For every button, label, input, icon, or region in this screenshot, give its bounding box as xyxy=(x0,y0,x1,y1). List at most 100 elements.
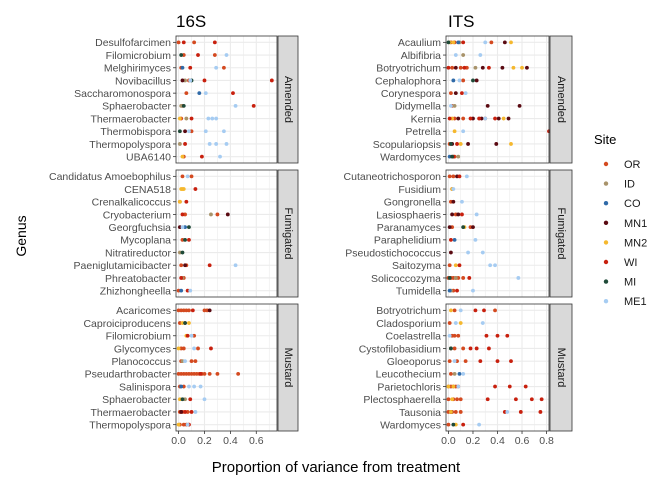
point-wi xyxy=(523,384,528,389)
point-me1 xyxy=(210,116,215,121)
point-wi xyxy=(477,116,482,121)
point-or xyxy=(181,346,186,351)
panel-16S-amended: DesulfofarcimenFilomicrobiumMelghirimyce… xyxy=(74,35,299,164)
point-wi xyxy=(187,237,191,242)
y-tick-label: Fusidium xyxy=(398,184,441,196)
facet-strip xyxy=(277,35,299,164)
point-or xyxy=(449,91,453,96)
point-me1 xyxy=(505,410,510,414)
facet-strip xyxy=(549,303,573,432)
point-me1 xyxy=(188,288,193,293)
point-mn1 xyxy=(525,65,529,70)
point-id xyxy=(461,53,466,57)
point-wi xyxy=(513,397,518,402)
y-tick-label: Wardomyces xyxy=(380,151,441,163)
point-me1 xyxy=(516,276,521,280)
point-me1 xyxy=(218,154,222,159)
point-wi xyxy=(199,154,204,159)
y-tick-label: Scopulariopsis xyxy=(373,139,441,151)
y-tick-label: Nitratireductor xyxy=(105,247,171,259)
point-wi xyxy=(485,397,490,402)
y-tick-label: Paranamyces xyxy=(377,222,441,234)
point-or xyxy=(215,212,220,217)
point-or xyxy=(236,371,241,376)
legend-title: Site xyxy=(594,132,616,147)
point-wi xyxy=(455,288,459,293)
point-or xyxy=(184,91,189,96)
y-tick-label: Botryotrichum xyxy=(376,305,441,317)
point-co xyxy=(179,384,184,389)
point-me1 xyxy=(474,212,479,217)
point-wi xyxy=(196,53,200,57)
y-tick-label: Didymella xyxy=(395,101,441,113)
point-wi xyxy=(468,116,473,121)
y-tick-label: Melghirimyces xyxy=(104,63,171,75)
point-mi xyxy=(181,103,186,108)
point-wi xyxy=(495,359,500,364)
panel-background xyxy=(176,36,277,163)
point-wi xyxy=(495,333,500,338)
point-me1 xyxy=(185,174,190,179)
point-mn2 xyxy=(176,422,181,427)
point-or xyxy=(189,359,194,364)
point-me1 xyxy=(449,103,453,108)
point-me1 xyxy=(233,263,238,268)
point-mn1 xyxy=(496,116,501,121)
point-id xyxy=(473,65,478,70)
legend-key-or xyxy=(603,161,609,167)
point-mi xyxy=(180,250,185,255)
x-tick-label: 0.4 xyxy=(490,435,505,447)
point-wi xyxy=(487,65,491,70)
legend-label-id: ID xyxy=(624,179,635,191)
facet-strip xyxy=(549,35,573,164)
point-wi xyxy=(460,212,464,217)
point-mn2 xyxy=(458,142,463,146)
point-id xyxy=(453,276,458,280)
point-mn1 xyxy=(447,225,452,230)
point-mn1 xyxy=(506,116,511,121)
point-wi xyxy=(493,116,497,121)
point-or xyxy=(461,276,466,280)
y-tick-label: Zhizhongheella xyxy=(100,285,171,297)
point-id xyxy=(177,142,182,146)
point-mi xyxy=(183,321,187,325)
point-me1 xyxy=(483,40,488,45)
point-mi xyxy=(179,53,184,57)
y-tick-label: Tausonia xyxy=(399,407,441,419)
point-or xyxy=(461,116,466,121)
y-tick-label: Thermobispora xyxy=(100,126,171,138)
point-id xyxy=(452,103,457,108)
panel-ITS-mustard: BotryotrichumCladosporiumCoelastrellaCys… xyxy=(359,303,573,432)
point-or xyxy=(447,359,452,364)
point-or xyxy=(179,263,184,268)
point-mi xyxy=(177,129,182,134)
point-or xyxy=(489,40,494,45)
point-or xyxy=(187,308,191,313)
point-id xyxy=(456,154,461,159)
point-mn2 xyxy=(177,199,182,204)
y-tick-label: Albifibria xyxy=(401,50,441,62)
point-me1 xyxy=(185,422,190,427)
point-wi xyxy=(518,410,523,414)
point-or xyxy=(456,333,461,338)
point-co xyxy=(456,40,461,45)
y-tick-label: Mycoplana xyxy=(120,235,171,247)
panel-border xyxy=(445,35,550,164)
point-wi xyxy=(509,359,513,364)
point-wi xyxy=(505,333,510,338)
point-wi xyxy=(231,91,235,96)
point-me1 xyxy=(464,174,469,179)
point-me1 xyxy=(453,53,458,57)
point-id xyxy=(184,116,189,121)
point-co xyxy=(179,288,184,293)
point-wi xyxy=(493,384,497,389)
point-wi xyxy=(449,237,453,242)
x-axis-title: Proportion of variance from treatment xyxy=(212,459,461,476)
y-tick-label: Parietochloris xyxy=(377,381,441,393)
panel-16S-fumigated: Candidatus AmoebophilusCENA518Crenalkali… xyxy=(49,169,299,297)
point-or xyxy=(222,65,226,70)
point-wi xyxy=(482,308,486,313)
point-me1 xyxy=(187,129,191,134)
point-or xyxy=(192,40,197,45)
y-tick-label: UBA6140 xyxy=(126,151,171,163)
